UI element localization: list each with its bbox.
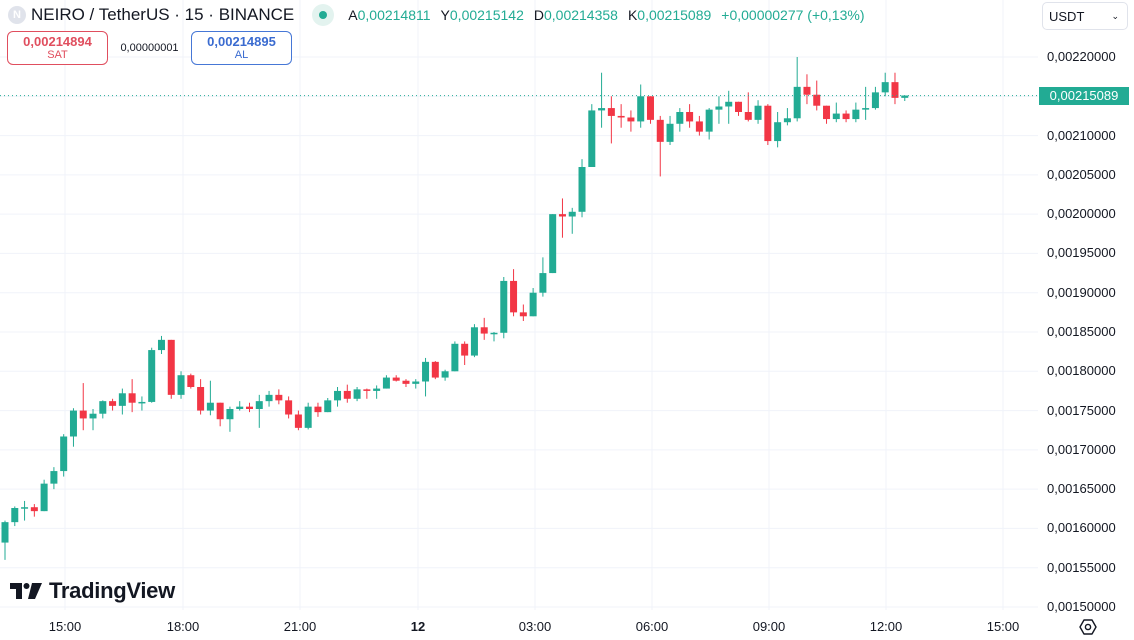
buy-button[interactable]: 0,00214895 AL <box>191 31 292 65</box>
price-axis-label: 0,00155000 <box>1047 559 1116 575</box>
price-axis-label: 0,00195000 <box>1047 245 1116 261</box>
time-axis-label: 18:00 <box>166 619 200 634</box>
currency-value: USDT <box>1049 8 1085 24</box>
change-value: +0,00000277 (+0,13%) <box>721 7 865 23</box>
open-value: 0,00214811 <box>357 7 431 23</box>
buy-price: 0,00214895 <box>207 34 276 49</box>
market-open-status-icon <box>312 4 335 26</box>
low-value: 0,00214358 <box>543 7 618 23</box>
price-axis-label: 0,00150000 <box>1047 599 1116 614</box>
tradingview-logo[interactable]: TradingView <box>10 578 175 604</box>
chevron-down-icon: ⌄ <box>1111 10 1119 21</box>
price-axis-label: 0,00165000 <box>1047 481 1116 497</box>
trade-panel: 0,00214894 SAT 0,00000001 0,00214895 AL <box>7 31 292 65</box>
symbol-title[interactable]: NEIRO / TetherUS · 15 · BINANCE <box>31 5 295 24</box>
high-value: 0,00215142 <box>449 7 524 23</box>
price-axis-label: 0,00170000 <box>1047 441 1116 457</box>
time-axis-label: 03:00 <box>518 619 552 634</box>
tradingview-logo-icon <box>10 583 42 599</box>
gear-icon[interactable] <box>1078 617 1098 637</box>
time-axis-label: 12:00 <box>869 619 903 634</box>
time-axis-label: 06:00 <box>635 619 669 634</box>
price-axis-label: 0,00180000 <box>1047 363 1116 379</box>
currency-select[interactable]: USDT ⌄ <box>1042 2 1128 30</box>
open-label: A <box>348 7 358 23</box>
price-axis-label: 0,00210000 <box>1047 127 1116 143</box>
buy-label: AL <box>234 49 249 61</box>
sell-price: 0,00214894 <box>23 34 92 49</box>
time-axis-label: 15:00 <box>986 619 1020 634</box>
symbol-icon: N <box>8 6 26 24</box>
chart-grid <box>0 0 1038 610</box>
tradingview-logo-text: TradingView <box>49 578 175 603</box>
price-axis-label: 0,00160000 <box>1047 520 1116 536</box>
price-axis-label: 0,00190000 <box>1047 284 1116 300</box>
close-value: 0,00215089 <box>637 7 712 23</box>
price-axis-label: 0,00200000 <box>1047 206 1116 222</box>
time-axis-label: 09:00 <box>752 619 786 634</box>
ohlc-values: A0,00214811 Y0,00215142 D0,00214358 K0,0… <box>348 7 864 23</box>
spread-value: 0,00000001 <box>120 42 179 54</box>
last-price-tag: 0,00215089 <box>1039 86 1129 105</box>
time-axis-label: 21:00 <box>283 619 317 634</box>
low-label: D <box>533 7 544 23</box>
price-axis-label: 0,00185000 <box>1047 324 1116 339</box>
time-axis-label: 12 <box>410 619 426 634</box>
chart-header: N NEIRO / TetherUS · 15 · BINANCE A0,002… <box>8 4 865 26</box>
time-axis-label: 15:00 <box>48 619 82 634</box>
candles <box>1 57 909 560</box>
high-label: Y <box>440 7 450 23</box>
price-axis-label: 0,00175000 <box>1047 402 1116 418</box>
close-label: K <box>627 7 638 23</box>
sell-button[interactable]: 0,00214894 SAT <box>7 31 108 65</box>
price-axis-label: 0,00205000 <box>1047 166 1116 182</box>
price-axis-label: 0,00220000 <box>1047 49 1116 64</box>
sell-label: SAT <box>47 49 68 61</box>
